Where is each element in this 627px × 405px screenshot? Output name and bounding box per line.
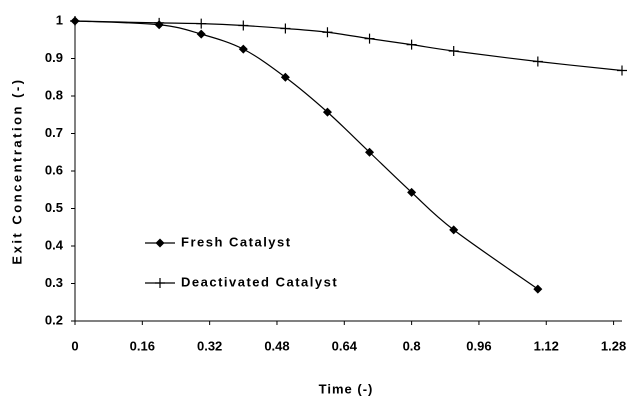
marker bbox=[407, 187, 417, 197]
y-axis-title: Exit Concentration (-) bbox=[9, 77, 24, 264]
y-tick-label: 1 bbox=[56, 12, 63, 27]
x-tick-label: 0.16 bbox=[130, 338, 155, 353]
x-axis-title: Time (-) bbox=[319, 381, 374, 396]
x-tick-label: 0.48 bbox=[264, 338, 289, 353]
legend-label: Deactivated Catalyst bbox=[181, 274, 338, 289]
marker bbox=[238, 20, 249, 31]
y-tick-label: 0.3 bbox=[45, 275, 63, 290]
marker bbox=[532, 56, 543, 67]
marker bbox=[364, 33, 375, 44]
y-tick-label: 0.5 bbox=[45, 200, 63, 215]
y-tick-label: 0.7 bbox=[45, 125, 63, 140]
x-tick-label: 1.28 bbox=[601, 338, 626, 353]
legend-marker bbox=[155, 278, 165, 288]
series-line bbox=[74, 20, 539, 290]
marker bbox=[196, 29, 206, 39]
x-tick-label: 0 bbox=[71, 338, 78, 353]
series-line bbox=[74, 20, 623, 72]
marker bbox=[365, 147, 375, 157]
y-tick-label: 0.8 bbox=[45, 87, 63, 102]
marker bbox=[280, 72, 290, 82]
marker bbox=[322, 107, 332, 117]
legend-label: Fresh Catalyst bbox=[181, 234, 292, 249]
x-tick-label: 0.64 bbox=[332, 338, 358, 353]
marker bbox=[617, 65, 627, 76]
marker bbox=[196, 18, 207, 29]
y-tick-label: 0.2 bbox=[45, 312, 63, 327]
marker bbox=[238, 44, 248, 54]
marker bbox=[322, 27, 333, 38]
y-tick-label: 0.6 bbox=[45, 162, 63, 177]
x-tick-label: 1.12 bbox=[534, 338, 559, 353]
x-tick-label: 0.96 bbox=[466, 338, 491, 353]
marker bbox=[448, 46, 459, 56]
marker bbox=[70, 16, 80, 26]
y-tick-label: 0.4 bbox=[45, 237, 64, 252]
marker bbox=[533, 284, 543, 294]
x-tick-label: 0.8 bbox=[403, 338, 421, 353]
marker bbox=[449, 225, 459, 235]
marker bbox=[154, 17, 165, 28]
marker bbox=[406, 39, 417, 50]
x-tick-label: 0.32 bbox=[197, 338, 222, 353]
legend-marker bbox=[155, 238, 165, 248]
marker bbox=[280, 23, 291, 34]
y-tick-label: 0.9 bbox=[45, 50, 63, 65]
